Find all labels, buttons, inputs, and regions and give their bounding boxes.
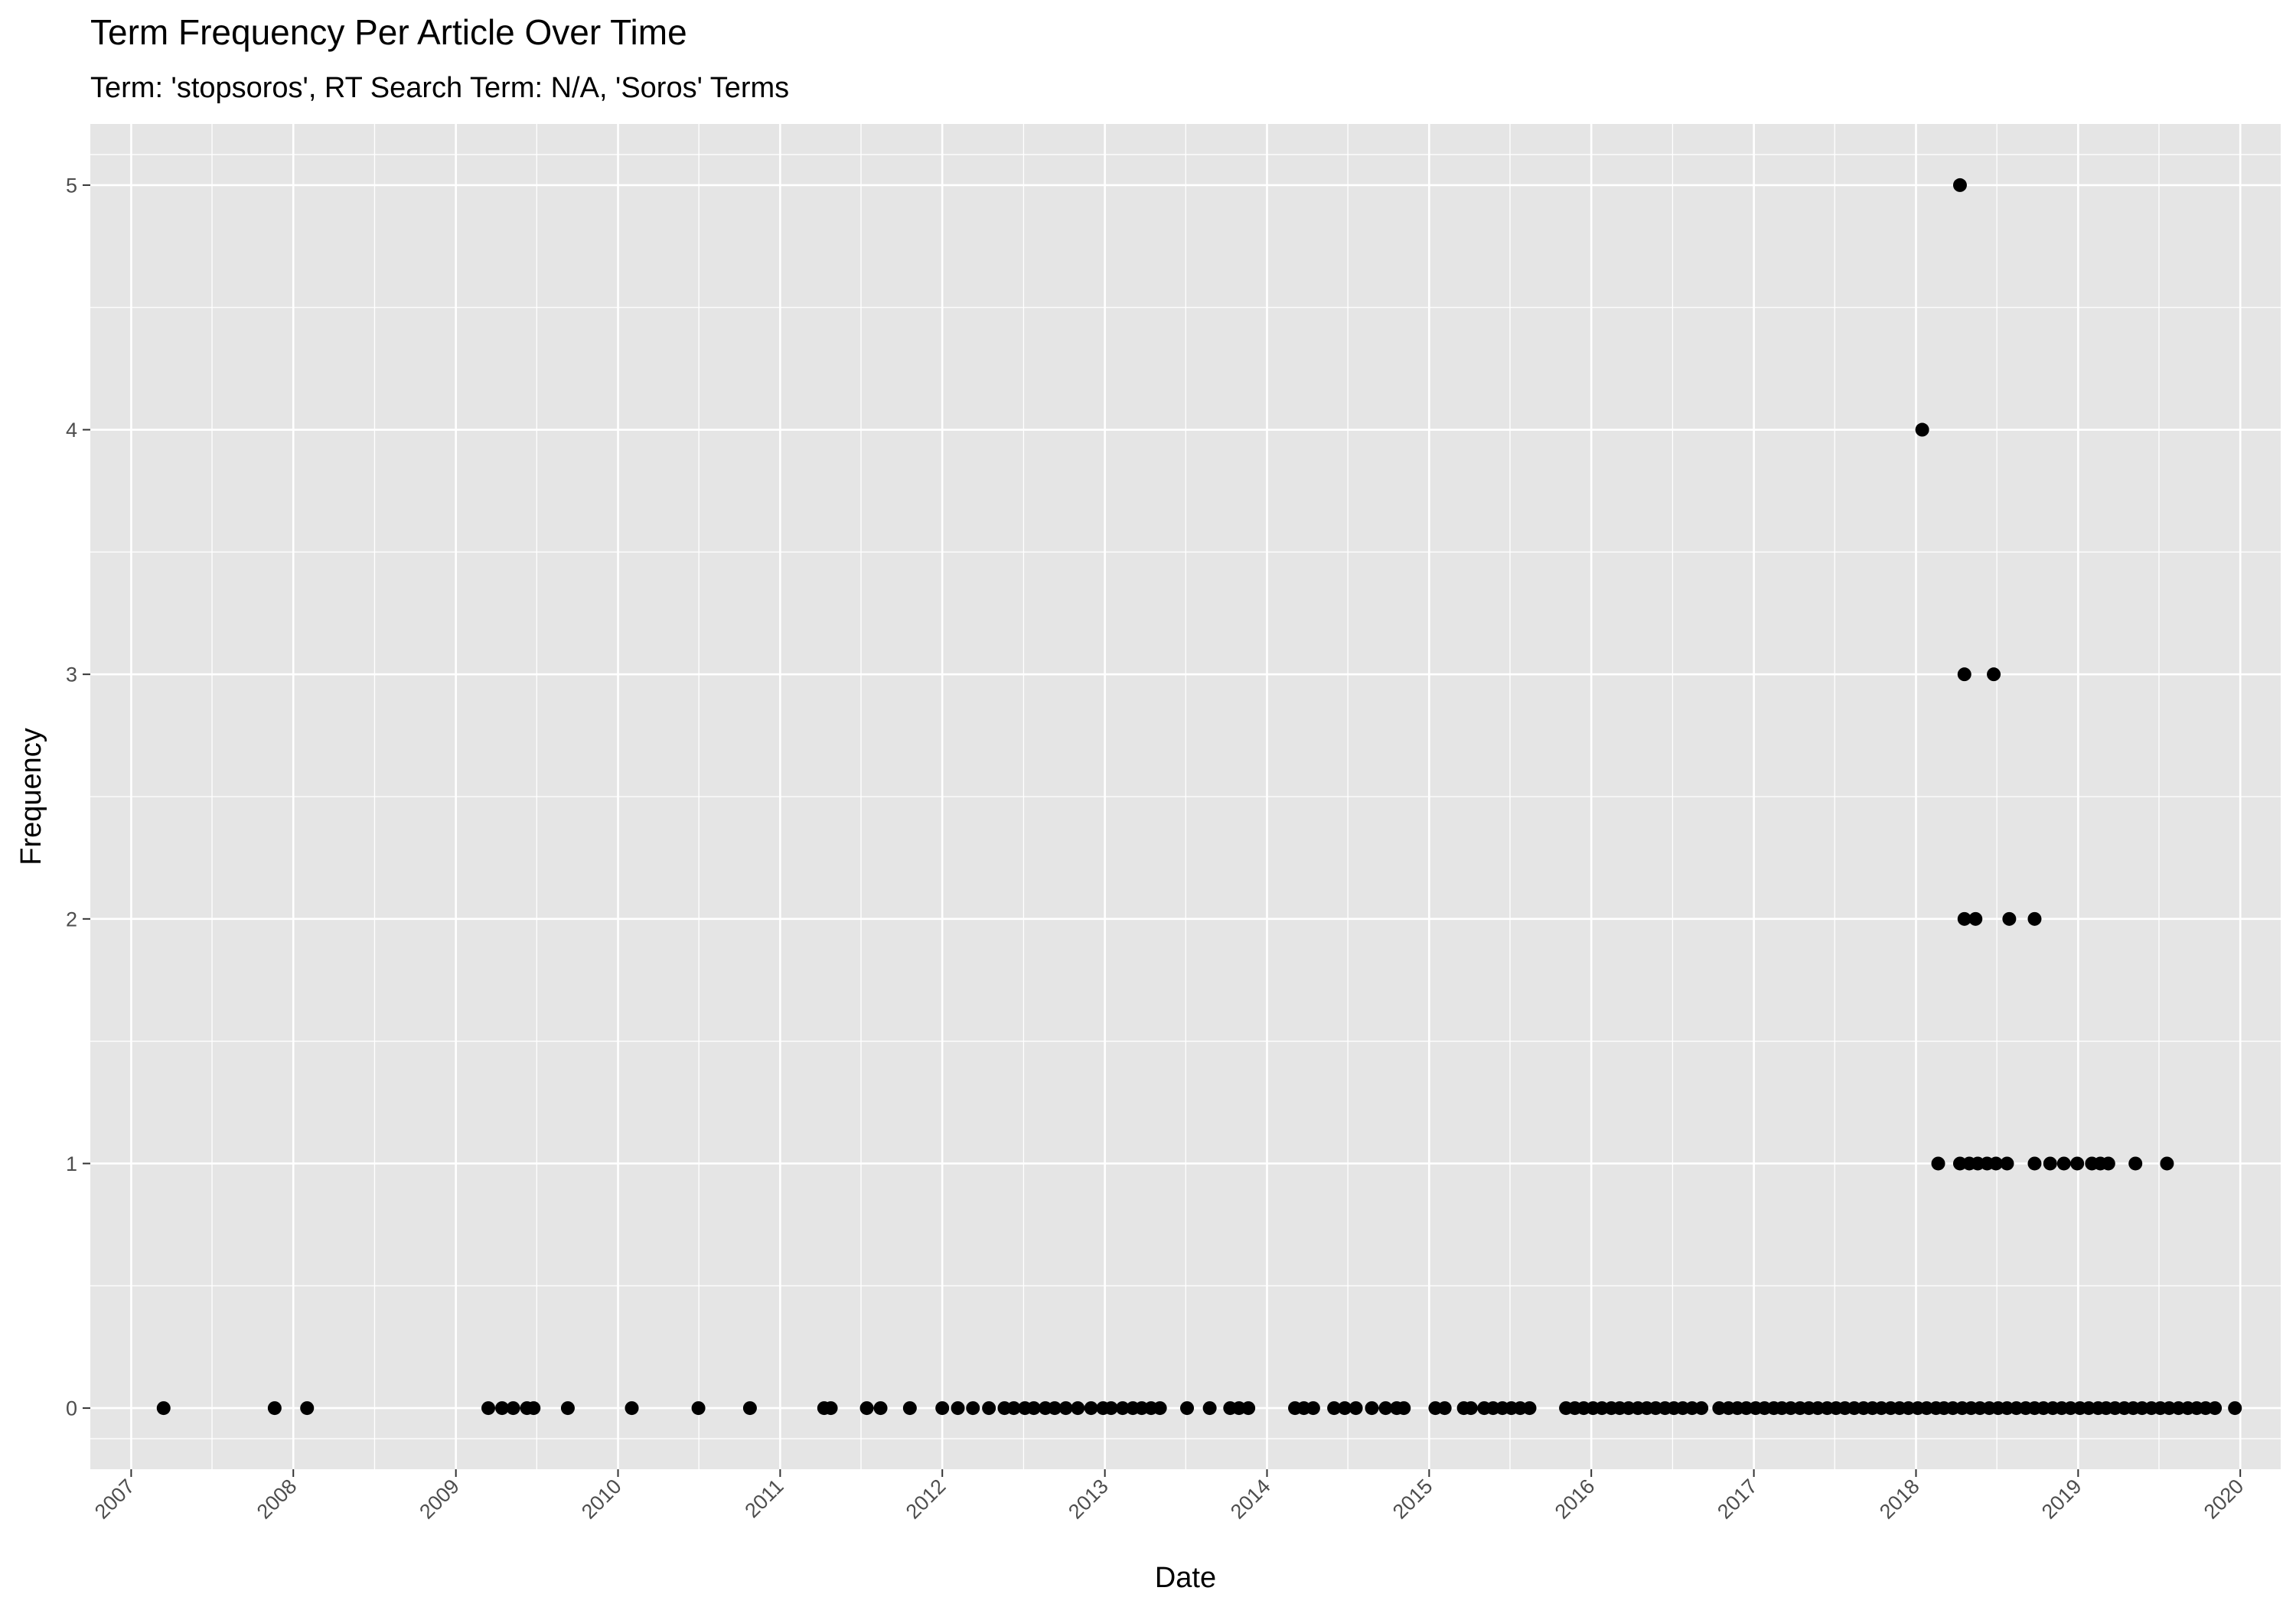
data-point bbox=[1988, 1156, 2003, 1171]
data-point bbox=[1241, 1401, 1256, 1416]
chart-subtitle: Term: 'stopsoros', RT Search Term: N/A, … bbox=[90, 72, 789, 104]
data-point bbox=[2070, 1156, 2085, 1171]
x-tick-label: 2015 bbox=[1388, 1475, 1437, 1524]
data-point bbox=[1153, 1401, 1167, 1416]
x-tick-label: 2008 bbox=[253, 1475, 302, 1524]
data-point bbox=[2027, 1156, 2042, 1171]
data-point bbox=[691, 1401, 706, 1416]
data-point bbox=[1463, 1401, 1478, 1416]
data-point bbox=[2002, 911, 2017, 926]
data-point bbox=[2101, 1156, 2115, 1171]
data-point bbox=[873, 1401, 888, 1416]
data-point bbox=[1349, 1401, 1363, 1416]
y-axis: 0 1 2 3 4 5 bbox=[66, 174, 90, 1420]
data-point bbox=[1306, 1401, 1320, 1416]
x-tick-label: 2010 bbox=[577, 1475, 626, 1524]
y-tick-label: 5 bbox=[66, 174, 77, 197]
data-point bbox=[1327, 1401, 1342, 1416]
data-point bbox=[267, 1401, 282, 1416]
data-point bbox=[951, 1401, 965, 1416]
data-point bbox=[1202, 1401, 1217, 1416]
data-point bbox=[1931, 1156, 1945, 1171]
data-point bbox=[1006, 1401, 1021, 1416]
x-tick-label: 2009 bbox=[415, 1475, 464, 1524]
data-point bbox=[1084, 1401, 1098, 1416]
data-point bbox=[982, 1401, 996, 1416]
data-point bbox=[2208, 1401, 2223, 1416]
data-point bbox=[156, 1401, 171, 1416]
data-point bbox=[2160, 1156, 2174, 1171]
y-tick-label: 1 bbox=[66, 1152, 77, 1175]
x-axis: 2007 2008 2009 2010 2011 2012 2013 2014 2015 2016… bbox=[90, 1469, 2248, 1524]
data-point bbox=[1071, 1401, 1085, 1416]
data-point bbox=[742, 1401, 757, 1416]
data-point bbox=[2043, 1156, 2057, 1171]
x-tick-label: 2018 bbox=[1875, 1475, 1924, 1524]
data-point bbox=[859, 1401, 874, 1416]
x-tick-label: 2016 bbox=[1551, 1475, 1600, 1524]
data-point bbox=[823, 1401, 838, 1416]
y-tick-label: 0 bbox=[66, 1397, 77, 1420]
data-point bbox=[1115, 1401, 1130, 1416]
data-point bbox=[1058, 1401, 1073, 1416]
x-tick-label: 2019 bbox=[2037, 1475, 2086, 1524]
data-point bbox=[506, 1401, 520, 1416]
data-point bbox=[1957, 911, 1971, 926]
x-axis-title: Date bbox=[1155, 1562, 1216, 1594]
x-tick-label: 2012 bbox=[902, 1475, 951, 1524]
data-point bbox=[1437, 1401, 1452, 1416]
data-point bbox=[1952, 178, 1967, 192]
data-point bbox=[1338, 1401, 1352, 1416]
data-point bbox=[300, 1401, 315, 1416]
data-point bbox=[1048, 1401, 1062, 1416]
y-axis-title: Frequency bbox=[15, 728, 47, 865]
data-point bbox=[481, 1401, 496, 1416]
data-point bbox=[935, 1401, 950, 1416]
y-tick-label: 4 bbox=[66, 419, 77, 442]
data-point bbox=[495, 1401, 510, 1416]
data-point bbox=[1180, 1401, 1195, 1416]
data-point bbox=[1378, 1401, 1393, 1416]
data-point bbox=[1104, 1401, 1118, 1416]
x-tick-label: 2014 bbox=[1226, 1475, 1275, 1524]
x-tick-label: 2011 bbox=[740, 1475, 788, 1522]
data-point bbox=[1026, 1401, 1041, 1416]
y-tick-label: 2 bbox=[66, 908, 77, 931]
chart-title: Term Frequency Per Article Over Time bbox=[90, 12, 687, 52]
x-tick-label: 2013 bbox=[1064, 1475, 1113, 1524]
data-point bbox=[1365, 1401, 1379, 1416]
data-point bbox=[527, 1401, 541, 1416]
data-point bbox=[2228, 1401, 2242, 1416]
data-point bbox=[2000, 1156, 2014, 1171]
data-point bbox=[2027, 911, 2042, 926]
data-point bbox=[625, 1401, 639, 1416]
y-tick-label: 3 bbox=[66, 663, 77, 686]
x-tick-label: 2020 bbox=[2200, 1475, 2249, 1524]
x-tick-label: 2017 bbox=[1713, 1475, 1762, 1524]
data-points bbox=[156, 178, 2242, 1416]
data-point bbox=[560, 1401, 575, 1416]
data-point bbox=[1968, 911, 1983, 926]
data-point bbox=[966, 1401, 980, 1416]
x-tick-label: 2007 bbox=[90, 1475, 139, 1524]
data-point bbox=[1397, 1401, 1411, 1416]
data-point bbox=[1694, 1401, 1709, 1416]
major-gridlines bbox=[90, 124, 2281, 1469]
data-point bbox=[1522, 1401, 1537, 1416]
data-point bbox=[902, 1401, 917, 1416]
data-point bbox=[1915, 422, 1929, 437]
data-point bbox=[2056, 1156, 2071, 1171]
data-point bbox=[2128, 1156, 2143, 1171]
data-point bbox=[1987, 667, 2001, 682]
data-point bbox=[1957, 667, 1971, 682]
